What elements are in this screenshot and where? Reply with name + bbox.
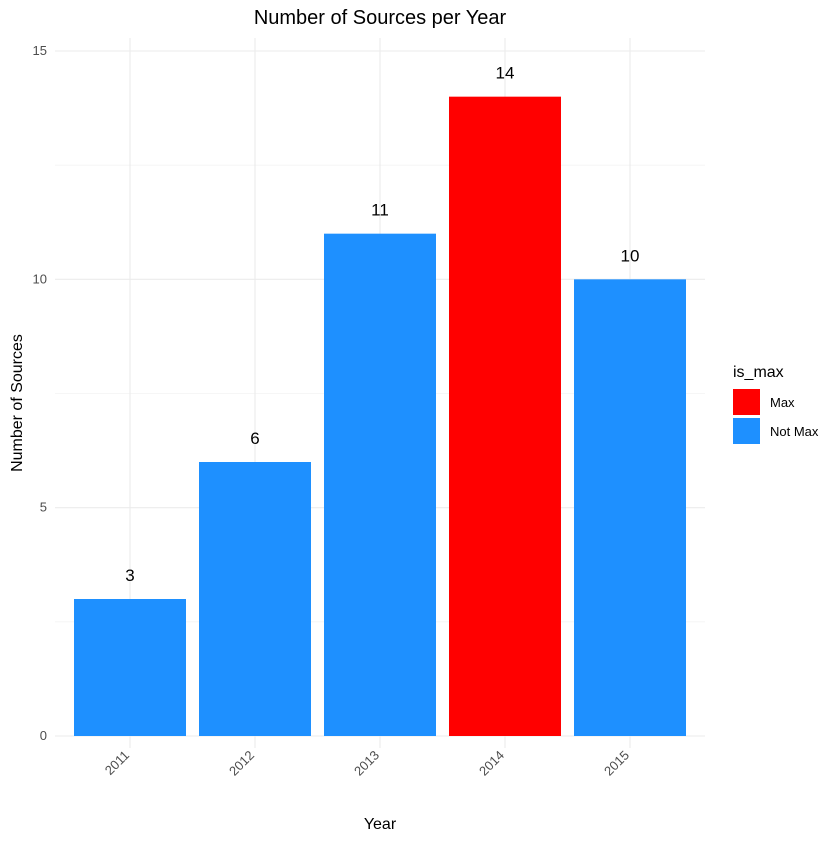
- y-tick-label: 0: [40, 728, 47, 743]
- legend-title: is_max: [733, 364, 784, 381]
- x-axis-label: Year: [364, 816, 397, 833]
- y-tick-label: 10: [33, 271, 47, 286]
- bar-value-label: 11: [371, 201, 389, 220]
- legend-swatch-not-max: [733, 418, 760, 444]
- x-tick-label: 2015: [601, 748, 632, 779]
- data-labels: 3 6 11 14 10: [125, 64, 639, 585]
- bar: [574, 279, 686, 736]
- legend-label-max: Max: [770, 395, 795, 410]
- legend: is_max Max Not Max: [733, 364, 819, 444]
- bar: [449, 96, 561, 736]
- bar-value-label: 14: [496, 64, 515, 83]
- y-axis-ticks: 0 5 10 15: [33, 43, 47, 743]
- y-axis-label: Number of Sources: [9, 334, 26, 472]
- x-tick-label: 2013: [351, 748, 382, 779]
- chart-title: Number of Sources per Year: [254, 7, 507, 29]
- bar: [324, 233, 436, 736]
- bar: [74, 599, 186, 736]
- y-tick-label: 15: [33, 43, 47, 58]
- x-tick-label: 2014: [476, 748, 507, 779]
- bar-value-label: 3: [125, 566, 134, 585]
- legend-swatch-max: [733, 389, 760, 415]
- legend-label-not-max: Not Max: [770, 424, 819, 439]
- y-tick-label: 5: [40, 500, 47, 515]
- x-tick-label: 2012: [226, 748, 257, 779]
- bars: [74, 96, 686, 736]
- x-axis-ticks: 2011 2012 2013 2014 2015: [102, 748, 632, 779]
- bar-value-label: 10: [621, 246, 640, 265]
- bar: [199, 462, 311, 736]
- x-tick-label: 2011: [102, 748, 132, 778]
- bar-value-label: 6: [250, 429, 259, 448]
